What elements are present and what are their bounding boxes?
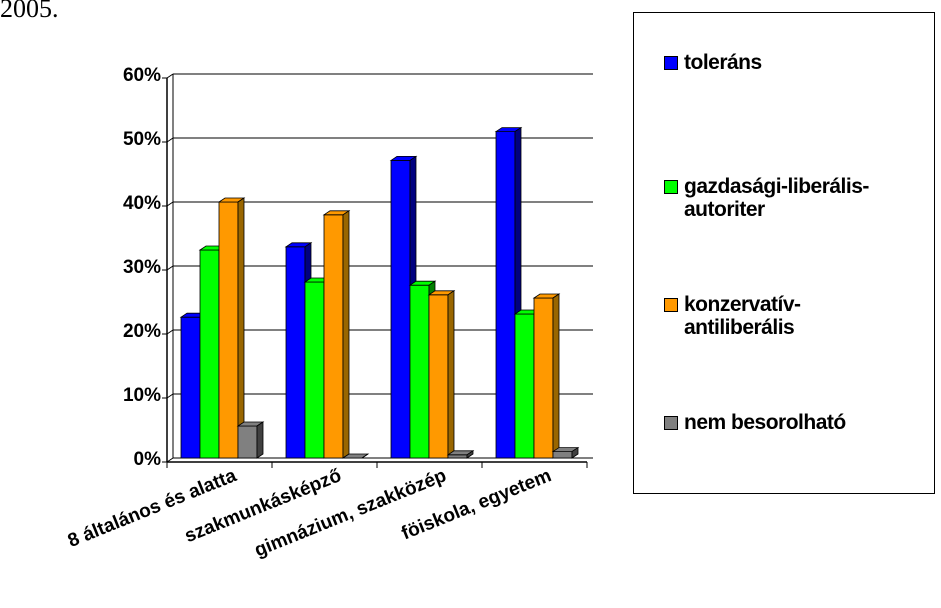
bar-chart: 0% 10% 20% 30% 40% 50% 60% 8 általános és alatt… xyxy=(65,65,593,561)
gridline-depth xyxy=(166,393,174,399)
bar xyxy=(390,159,411,459)
gridline-depth xyxy=(166,265,174,271)
bar-side xyxy=(237,197,245,459)
legend-item-konzervativ: konzervatív- antiliberális xyxy=(664,293,801,339)
bar xyxy=(304,281,325,459)
bar-side xyxy=(571,446,579,459)
bar xyxy=(218,201,239,459)
gridline-depth xyxy=(166,201,174,207)
bar-side xyxy=(447,290,455,459)
x-tick-label: 8 általános és alatta xyxy=(65,465,240,552)
x-tick-label: gimnázium, szakközép xyxy=(252,465,450,561)
bar-side xyxy=(552,293,560,459)
legend-swatch xyxy=(664,298,678,312)
bar xyxy=(237,425,258,459)
bar xyxy=(409,284,430,459)
chart-legend: toleráns gazdasági-liberális- autoriter … xyxy=(633,12,935,494)
bar xyxy=(447,454,468,459)
legend-item-tolerans: toleráns xyxy=(664,51,762,74)
gridline-depth xyxy=(166,137,174,143)
legend-swatch xyxy=(664,56,678,70)
bar xyxy=(495,131,516,459)
bar-side xyxy=(256,421,264,459)
bar xyxy=(180,316,201,459)
bar-side xyxy=(361,453,369,459)
y-tick-label: 40% xyxy=(123,193,161,214)
legend-swatch xyxy=(664,416,678,430)
gridline-depth xyxy=(166,329,174,335)
y-tick-label: 30% xyxy=(123,257,161,278)
legend-label: toleráns xyxy=(684,51,762,74)
legend-item-gazdasagi: gazdasági-liberális- autoriter xyxy=(664,175,869,221)
y-tick-label: 50% xyxy=(123,129,161,150)
legend-label: konzervatív- antiliberális xyxy=(684,293,801,339)
bar xyxy=(285,246,306,459)
legend-item-nem-besorolhato: nem besorolható xyxy=(664,411,846,434)
top-text: 2005. xyxy=(0,0,59,23)
gridline-depth xyxy=(166,73,174,79)
y-tick-label: 20% xyxy=(123,321,161,342)
bar xyxy=(428,294,449,459)
bar xyxy=(533,297,554,459)
bar xyxy=(514,313,535,459)
y-tick-label: 60% xyxy=(123,65,161,86)
legend-label: nem besorolható xyxy=(684,411,846,434)
y-tick-label: 10% xyxy=(123,385,161,406)
bar xyxy=(552,451,573,459)
legend-label: gazdasági-liberális- autoriter xyxy=(684,175,869,221)
bar xyxy=(323,214,344,459)
bar-side xyxy=(342,210,350,459)
legend-swatch xyxy=(664,180,678,194)
bar xyxy=(199,249,220,459)
bar-side xyxy=(466,450,474,459)
y-tick-label: 0% xyxy=(134,449,162,470)
